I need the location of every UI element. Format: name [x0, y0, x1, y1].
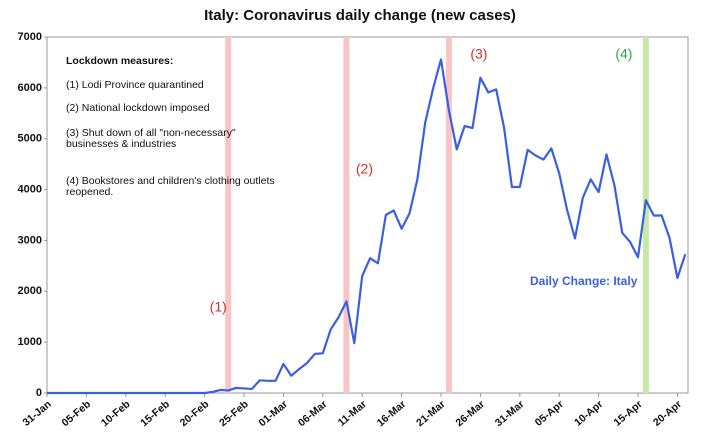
x-tick-label: 20-Apr: [651, 398, 684, 429]
y-tick-label: 6000: [18, 82, 42, 94]
x-tick-label: 05-Feb: [59, 398, 93, 429]
y-tick-label: 4000: [18, 183, 42, 195]
marker-band: [445, 37, 452, 393]
series-label: Daily Change: Italy: [530, 274, 638, 288]
x-tick-label: 05-Apr: [533, 398, 566, 429]
marker-label: (2): [356, 161, 373, 177]
x-tick-label: 21-Mar: [414, 398, 448, 429]
x-tick-label: 11-Mar: [336, 398, 369, 429]
note-item: (4) Bookstores and children's clothing o…: [66, 175, 275, 198]
note-item: (2) National lockdown imposed: [66, 102, 210, 114]
x-tick-label: 26-Mar: [453, 398, 487, 429]
y-tick-label: 3000: [18, 234, 42, 246]
x-tick-label: 31-Jan: [21, 398, 54, 429]
marker-band: [343, 37, 350, 393]
series-line: [47, 58, 687, 395]
x-tick-label: 15-Apr: [612, 398, 645, 429]
x-tick-label: 25-Feb: [217, 398, 251, 429]
marker-label: (4): [615, 46, 632, 62]
note-item: (3) Shut down of all "non-necessary" bus…: [66, 127, 236, 150]
y-tick-label: 0: [36, 387, 42, 399]
chart-title: Italy: Coronavirus daily change (new cas…: [204, 7, 516, 24]
x-tick-label: 15-Feb: [138, 398, 172, 429]
y-tick-label: 7000: [18, 31, 42, 43]
x-tick-label: 10-Apr: [572, 398, 605, 429]
marker-label: (1): [210, 299, 227, 315]
y-tick-label: 2000: [18, 285, 42, 297]
x-tick-label: 06-Mar: [296, 398, 330, 429]
x-tick-label: 31-Mar: [493, 398, 527, 429]
y-tick-label: 5000: [18, 133, 42, 145]
x-tick-label: 10-Feb: [99, 398, 133, 429]
notes-title: Lockdown measures:: [66, 55, 174, 67]
marker-label: (3): [470, 46, 487, 62]
x-tick-label: 01-Mar: [256, 398, 290, 429]
plot-frame: [46, 36, 689, 394]
note-item: (1) Lodi Province quarantined: [66, 79, 204, 91]
marker-band: [642, 37, 649, 393]
x-tick-label: 20-Feb: [178, 398, 212, 429]
x-tick-label: 16-Mar: [375, 398, 409, 429]
marker-band: [225, 37, 232, 393]
y-tick-label: 1000: [18, 336, 42, 348]
